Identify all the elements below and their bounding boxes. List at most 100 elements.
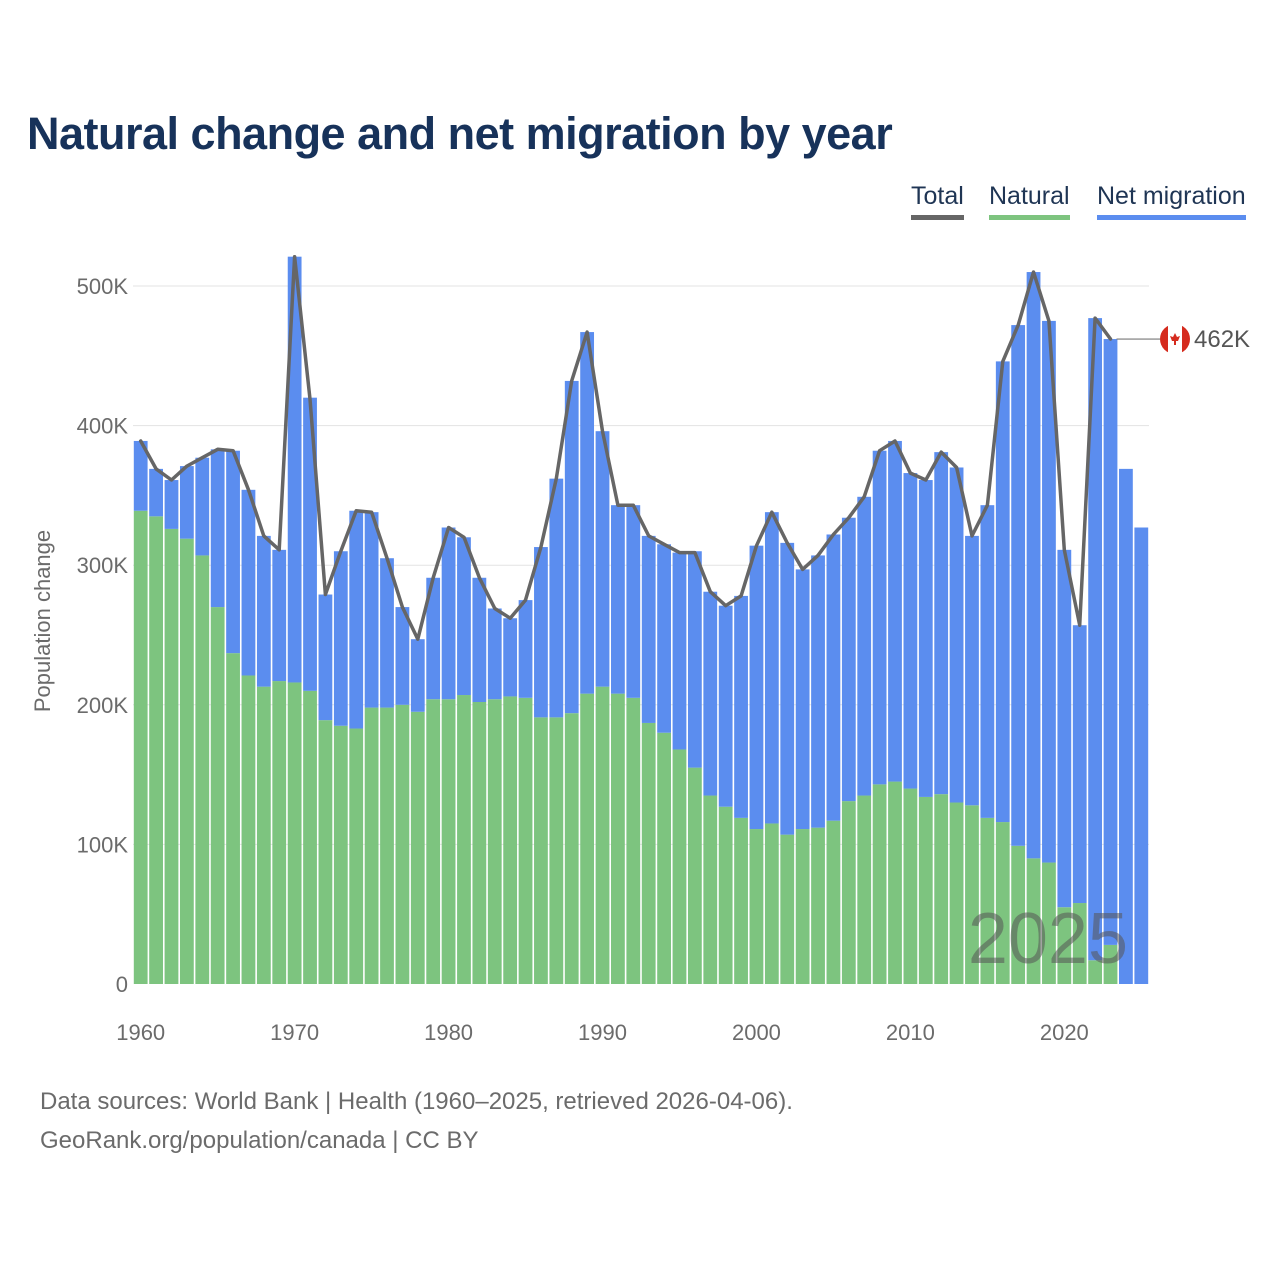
net-migration-bar bbox=[256, 535, 271, 687]
net-migration-bar bbox=[949, 467, 964, 803]
total-point bbox=[431, 576, 435, 580]
total-line-group bbox=[138, 254, 1113, 641]
y-tick-label: 500K bbox=[77, 274, 129, 299]
total-point bbox=[246, 488, 250, 492]
natural-bar bbox=[857, 795, 872, 984]
x-tick-label: 1970 bbox=[270, 1020, 319, 1045]
total-point bbox=[939, 450, 943, 454]
net-migration-bar bbox=[410, 639, 425, 712]
net-migration-bar bbox=[1103, 339, 1118, 945]
natural-bar bbox=[934, 794, 949, 984]
total-point bbox=[277, 548, 281, 552]
natural-bar bbox=[549, 717, 564, 984]
legend-total[interactable]: Total bbox=[911, 182, 964, 220]
total-point bbox=[293, 255, 297, 259]
total-point bbox=[724, 604, 728, 608]
natural-bar bbox=[903, 788, 918, 984]
total-point bbox=[416, 637, 420, 641]
legend-net-migration[interactable]: Net migration bbox=[1097, 182, 1246, 220]
total-point bbox=[216, 447, 220, 451]
total-point bbox=[370, 510, 374, 514]
total-point bbox=[185, 464, 189, 468]
total-point bbox=[708, 590, 712, 594]
net-migration-bar bbox=[518, 600, 533, 698]
natural-bars bbox=[133, 510, 1118, 984]
net-migration-bar bbox=[795, 569, 810, 830]
natural-bar bbox=[1057, 907, 1072, 984]
total-point bbox=[447, 526, 451, 530]
natural-bar bbox=[672, 749, 687, 984]
net-migration-bar bbox=[226, 450, 240, 654]
natural-bar bbox=[534, 717, 548, 984]
net-migration-bar bbox=[1072, 625, 1087, 904]
net-migration-bar bbox=[626, 505, 641, 698]
total-point bbox=[677, 551, 681, 555]
net-migration-bar bbox=[272, 549, 287, 682]
natural-bar bbox=[1011, 845, 1026, 984]
total-point bbox=[862, 495, 866, 499]
natural-bar bbox=[441, 699, 456, 984]
x-axis-ticks: 1960 1970 1980 1990 2000 2010 2020 bbox=[116, 1020, 1089, 1045]
footer-credit[interactable]: GeoRank.org/population/canada | CC BY bbox=[40, 1127, 479, 1154]
legend-natural[interactable]: Natural bbox=[989, 182, 1070, 220]
total-point bbox=[616, 503, 620, 507]
total-point bbox=[154, 467, 158, 471]
total-point bbox=[816, 553, 820, 557]
total-point bbox=[477, 576, 481, 580]
natural-bar bbox=[318, 720, 333, 984]
y-tick-label: 200K bbox=[77, 693, 129, 718]
total-point bbox=[908, 471, 912, 475]
net-migration-bar bbox=[210, 449, 225, 608]
total-point bbox=[647, 534, 651, 538]
net-migration-bar bbox=[687, 551, 702, 768]
net-migration-bar bbox=[826, 534, 841, 821]
x-tick-label: 1960 bbox=[116, 1020, 165, 1045]
natural-bar bbox=[734, 817, 748, 984]
natural-bar bbox=[980, 817, 995, 984]
total-point bbox=[354, 509, 358, 513]
natural-bar bbox=[626, 697, 641, 984]
total-point bbox=[924, 478, 928, 482]
net-migration-bar bbox=[965, 535, 979, 806]
net-migration-bar bbox=[888, 440, 902, 782]
total-point bbox=[462, 535, 466, 539]
total-point bbox=[693, 551, 697, 555]
net-migration-bar bbox=[764, 512, 779, 824]
net-migration-bar bbox=[333, 551, 348, 726]
end-marker: 462K bbox=[1116, 324, 1250, 355]
net-migration-bar bbox=[1057, 549, 1072, 908]
total-point bbox=[169, 478, 173, 482]
net-migration-bar bbox=[472, 577, 487, 703]
total-point bbox=[323, 593, 327, 597]
natural-bar bbox=[611, 693, 625, 984]
net-migration-bar bbox=[1042, 320, 1056, 863]
net-migration-bar bbox=[1134, 527, 1149, 984]
total-point bbox=[585, 330, 589, 334]
year-watermark: 2025 bbox=[968, 899, 1128, 979]
net-migration-bar bbox=[457, 537, 471, 696]
x-tick-label: 2000 bbox=[732, 1020, 781, 1045]
natural-bar bbox=[888, 781, 902, 984]
total-point bbox=[508, 616, 512, 620]
natural-bar bbox=[595, 686, 610, 984]
y-tick-label: 300K bbox=[77, 553, 129, 578]
total-point bbox=[231, 449, 235, 453]
y-axis-ticks: 0 100K 200K 300K 400K 500K bbox=[77, 274, 129, 997]
total-point bbox=[662, 542, 666, 546]
natural-bar bbox=[210, 607, 225, 984]
flag-red-right bbox=[1182, 324, 1190, 355]
total-point bbox=[1093, 316, 1097, 320]
natural-bar bbox=[811, 827, 825, 984]
net-migration-bar bbox=[718, 605, 733, 807]
total-point bbox=[831, 532, 835, 536]
total-point bbox=[985, 503, 989, 507]
maple-leaf-icon bbox=[1170, 333, 1180, 346]
natural-bar bbox=[872, 784, 887, 984]
net-migration-bar bbox=[872, 450, 887, 785]
x-tick-label: 1990 bbox=[578, 1020, 627, 1045]
net-migration-bar bbox=[580, 332, 595, 694]
total-point bbox=[739, 594, 743, 598]
net-migration-bar bbox=[364, 512, 379, 708]
natural-bar bbox=[687, 767, 702, 984]
y-tick-label: 400K bbox=[77, 414, 129, 439]
